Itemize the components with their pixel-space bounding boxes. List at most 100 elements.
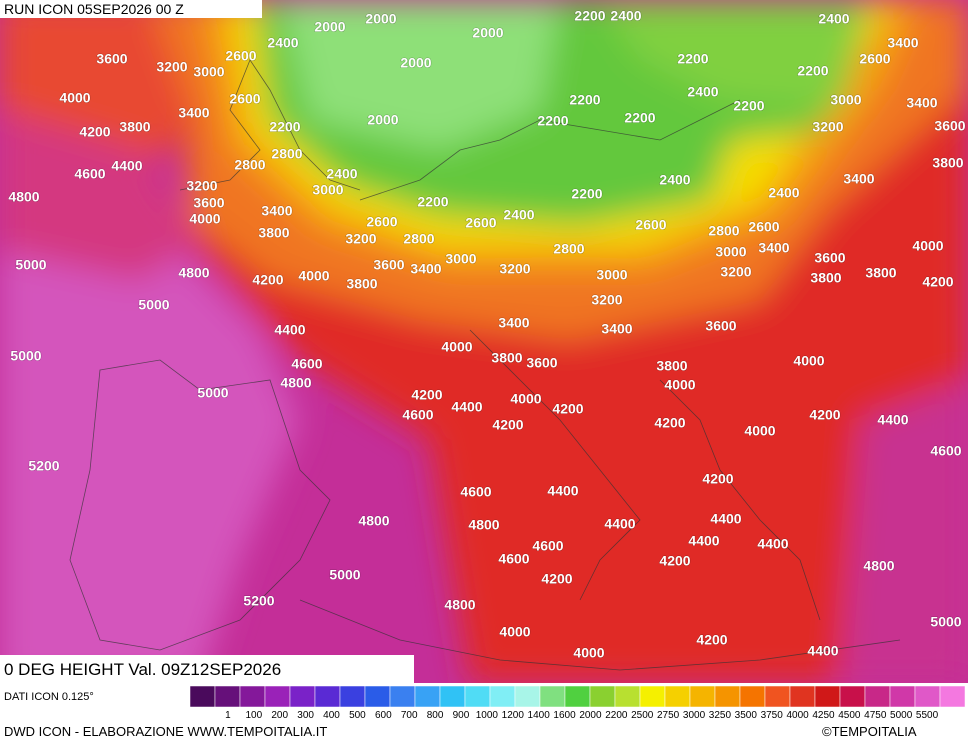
contour-label: 3800 — [865, 265, 896, 281]
source-text: DATI ICON 0.125° — [4, 691, 94, 703]
legend-label: 1200 — [502, 710, 525, 721]
contour-label: 5000 — [10, 348, 41, 364]
contour-label: 2200 — [417, 194, 448, 210]
run-title: RUN ICON 05SEP2026 00 Z — [4, 1, 184, 17]
contour-label: 3400 — [887, 35, 918, 51]
contour-label: 3200 — [720, 264, 751, 280]
contour-label: 4400 — [710, 511, 741, 527]
contour-label: 3200 — [812, 119, 843, 135]
legend-label: 1400 — [528, 710, 551, 721]
legend-label: 4500 — [838, 710, 861, 721]
contour-label: 2800 — [403, 231, 434, 247]
contour-label: 2400 — [610, 8, 641, 24]
legend-swatch — [814, 685, 841, 708]
contour-label: 4600 — [532, 538, 563, 554]
contour-label: 4000 — [298, 268, 329, 284]
legend-swatch — [239, 685, 266, 708]
contour-label: 4200 — [79, 124, 110, 140]
contour-label: 4200 — [492, 417, 523, 433]
contour-label: 4200 — [659, 553, 690, 569]
contour-label: 2200 — [797, 63, 828, 79]
contour-label: 3400 — [178, 105, 209, 121]
legend-label: 900 — [453, 710, 470, 721]
legend-swatch — [664, 685, 691, 708]
legend-label: 300 — [297, 710, 314, 721]
contour-label: 4400 — [757, 536, 788, 552]
legend-swatch — [414, 685, 441, 708]
contour-label: 4200 — [922, 274, 953, 290]
contour-label: 4200 — [809, 407, 840, 423]
contour-label: 4000 — [189, 211, 220, 227]
legend-swatch — [739, 685, 766, 708]
legend-label: 4250 — [812, 710, 835, 721]
contour-label: 4800 — [358, 513, 389, 529]
legend-label: 2750 — [657, 710, 680, 721]
contour-label: 4000 — [441, 339, 472, 355]
contour-label: 3000 — [830, 92, 861, 108]
contour-label: 5200 — [28, 458, 59, 474]
header-box — [0, 0, 262, 18]
contour-label: 4000 — [664, 377, 695, 393]
legend-label: 700 — [401, 710, 418, 721]
legend-label: 1000 — [476, 710, 499, 721]
contour-label: 4000 — [744, 423, 775, 439]
contour-label: 3600 — [934, 118, 965, 134]
legend-swatch — [789, 685, 816, 708]
contour-label: 5200 — [243, 593, 274, 609]
contour-label: 3400 — [601, 321, 632, 337]
legend-swatch — [364, 685, 391, 708]
contour-label: 4400 — [451, 399, 482, 415]
legend: 1 100 200 300 400 500 600 700 800 900 1000 1200 1400… — [189, 685, 966, 721]
contour-label: 4600 — [74, 166, 105, 182]
legend-swatch — [614, 685, 641, 708]
contour-label: 3200 — [345, 231, 376, 247]
legend-swatch — [764, 685, 791, 708]
field-title: 0 DEG HEIGHT Val. 09Z12SEP2026 — [4, 660, 281, 679]
legend-label: 100 — [245, 710, 262, 721]
contour-label: 4200 — [411, 387, 442, 403]
contour-label: 3000 — [312, 182, 343, 198]
legend-swatch — [514, 685, 541, 708]
contour-label: 3200 — [186, 178, 217, 194]
legend-label: 500 — [349, 710, 366, 721]
legend-label: 2500 — [631, 710, 654, 721]
legend-swatch — [489, 685, 516, 708]
contour-label: 4400 — [547, 483, 578, 499]
contour-label: 3400 — [410, 261, 441, 277]
copyright-text: ©TEMPOITALIA — [822, 724, 917, 739]
legend-swatch — [839, 685, 866, 708]
contour-label: 4000 — [793, 353, 824, 369]
contour-label: 2400 — [326, 166, 357, 182]
contour-label: 4800 — [280, 375, 311, 391]
legend-swatch — [539, 685, 566, 708]
legend-swatch — [889, 685, 916, 708]
contour-label: 2800 — [271, 146, 302, 162]
contour-label: 2200 — [574, 8, 605, 24]
legend-label: 2200 — [605, 710, 628, 721]
legend-swatch — [339, 685, 366, 708]
contour-label: 4600 — [402, 407, 433, 423]
contour-label: 3200 — [591, 292, 622, 308]
contour-label: 2400 — [687, 84, 718, 100]
legend-swatch — [289, 685, 316, 708]
contour-label: 4800 — [468, 517, 499, 533]
legend-label: 3500 — [735, 710, 758, 721]
contour-label: 4800 — [863, 558, 894, 574]
contour-label: 2400 — [768, 185, 799, 201]
contour-label: 3800 — [656, 358, 687, 374]
contour-label: 3600 — [373, 257, 404, 273]
contour-label: 4600 — [460, 484, 491, 500]
contour-label: 4400 — [111, 158, 142, 174]
contour-label: 3600 — [96, 51, 127, 67]
contour-label: 2600 — [635, 217, 666, 233]
contour-label: 2400 — [267, 35, 298, 51]
legend-label: 800 — [427, 710, 444, 721]
contour-label: 2600 — [748, 219, 779, 235]
contour-label: 2200 — [537, 113, 568, 129]
contour-label: 2200 — [677, 51, 708, 67]
legend-swatch — [464, 685, 491, 708]
contour-label: 5000 — [329, 567, 360, 583]
contour-label: 4600 — [930, 443, 961, 459]
